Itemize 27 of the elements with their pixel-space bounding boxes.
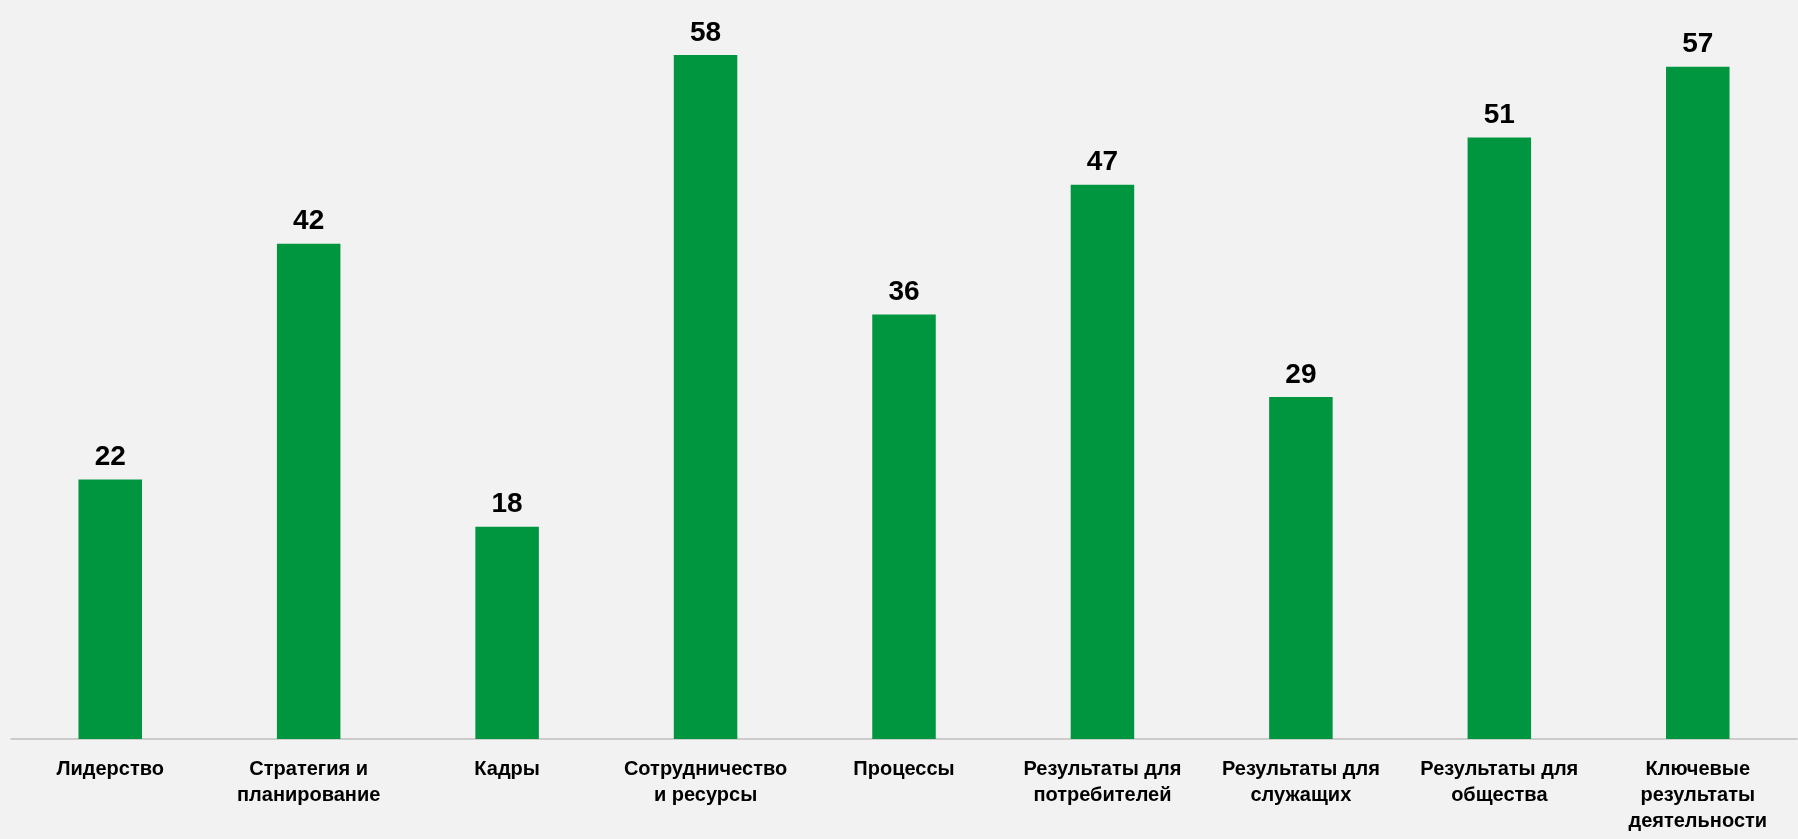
bar: [872, 314, 936, 739]
data-label: 18: [491, 487, 523, 519]
x-tick-label: Сотрудничество и ресурсы: [623, 757, 788, 805]
bar: [673, 55, 738, 739]
bar: [276, 243, 341, 739]
bar: [475, 526, 539, 739]
data-label: 57: [1682, 27, 1714, 59]
x-tick-label: Стратегия и планирование: [236, 757, 381, 805]
x-tick-label: Результаты для служащих: [1221, 757, 1380, 805]
bar: [1666, 66, 1730, 739]
bar: [1467, 137, 1532, 739]
bar: [1269, 397, 1333, 739]
x-tick-label: Результаты для общества: [1420, 757, 1579, 805]
bar: [1070, 184, 1135, 739]
data-label: 29: [1285, 357, 1317, 389]
x-tick-label: Результаты для потребителей: [1023, 757, 1182, 805]
x-tick-label: Процессы: [853, 757, 955, 779]
data-label: 51: [1483, 98, 1515, 130]
bar: [78, 479, 142, 739]
data-label: 22: [94, 440, 126, 472]
x-tick-label: Ключевые результаты деятельности: [1628, 757, 1768, 831]
x-tick-label: Кадры: [474, 757, 540, 779]
x-tick-label: Лидерство: [56, 757, 164, 779]
data-label: 58: [689, 15, 722, 47]
data-label: 42: [293, 204, 325, 236]
data-label: 47: [1086, 145, 1119, 177]
data-label: 36: [888, 274, 920, 306]
